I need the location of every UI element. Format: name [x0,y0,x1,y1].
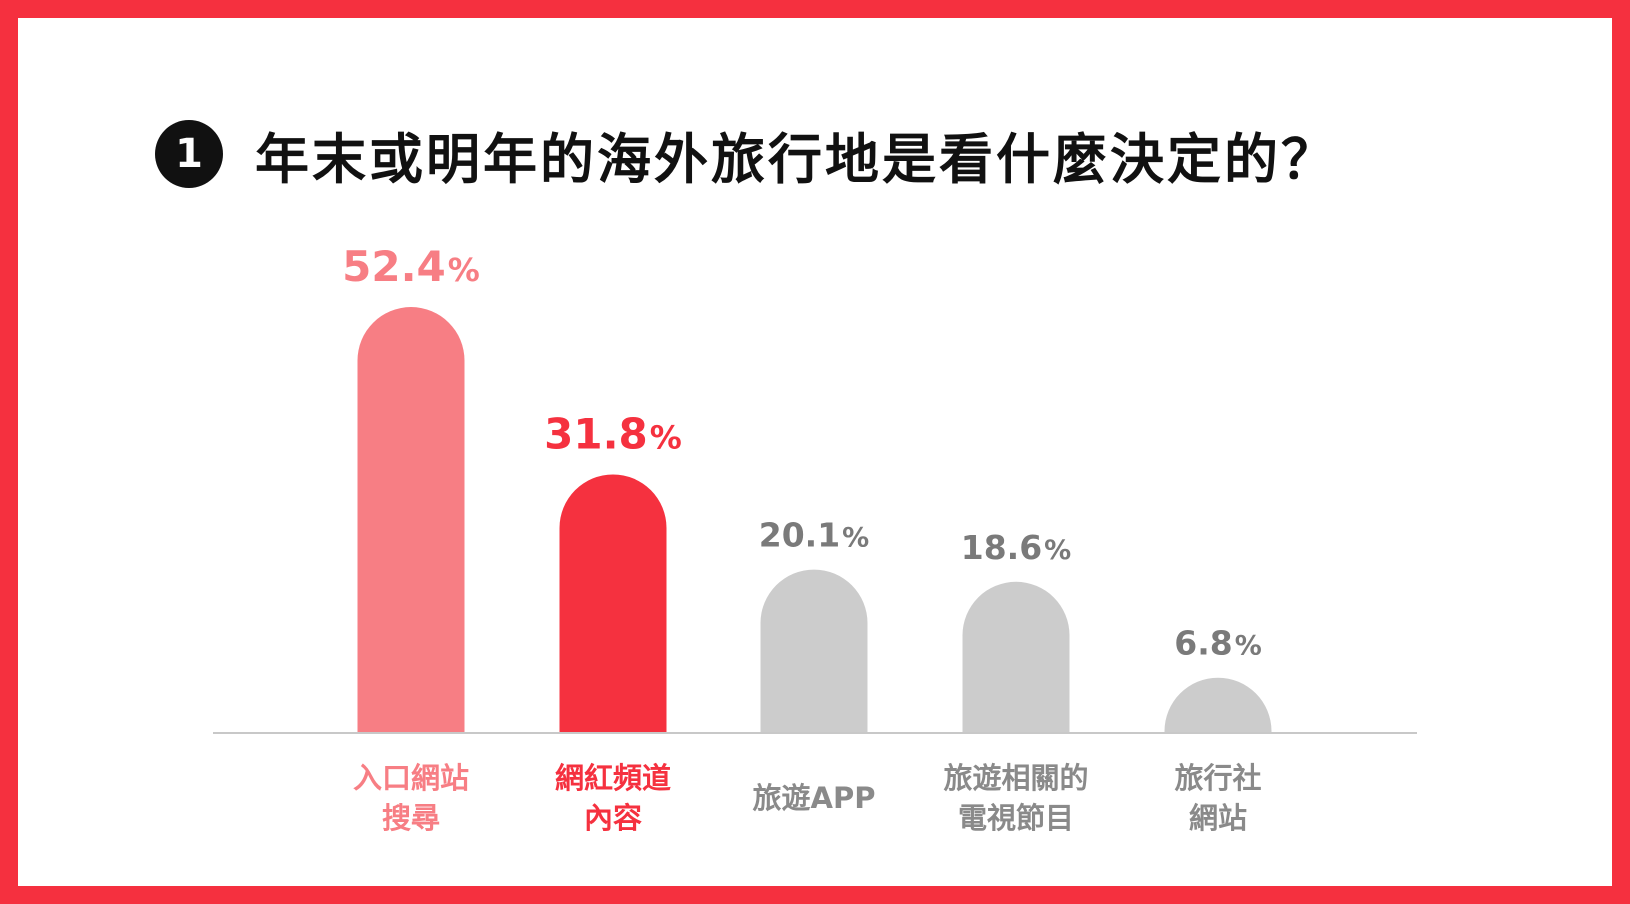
bar-3 [760,569,868,733]
category-label-2: 網紅頻道內容 [555,761,671,835]
value-label-1: 52.4% [342,242,480,291]
bar-1 [357,307,465,733]
chart-title: 年末或明年的海外旅行地是看什麼決定的？ [255,127,1338,191]
bar-2 [559,474,667,733]
value-label-5: 6.8% [1174,624,1262,663]
bar-4 [962,581,1070,733]
question-number-badge: 1 [155,120,223,188]
category-label-3: 旅遊APP [753,781,876,815]
category-label-5: 旅行社網站 [1174,761,1261,835]
bar-5 [1164,677,1272,733]
category-label-4: 旅遊相關的電視節目 [943,761,1088,835]
value-label-2: 31.8% [544,409,682,458]
value-label-3: 20.1% [759,516,869,555]
title-row: 1 年末或明年的海外旅行地是看什麼決定的？ [155,114,1338,194]
value-label-4: 18.6% [961,528,1071,567]
category-label-1: 入口網站搜尋 [353,761,469,835]
